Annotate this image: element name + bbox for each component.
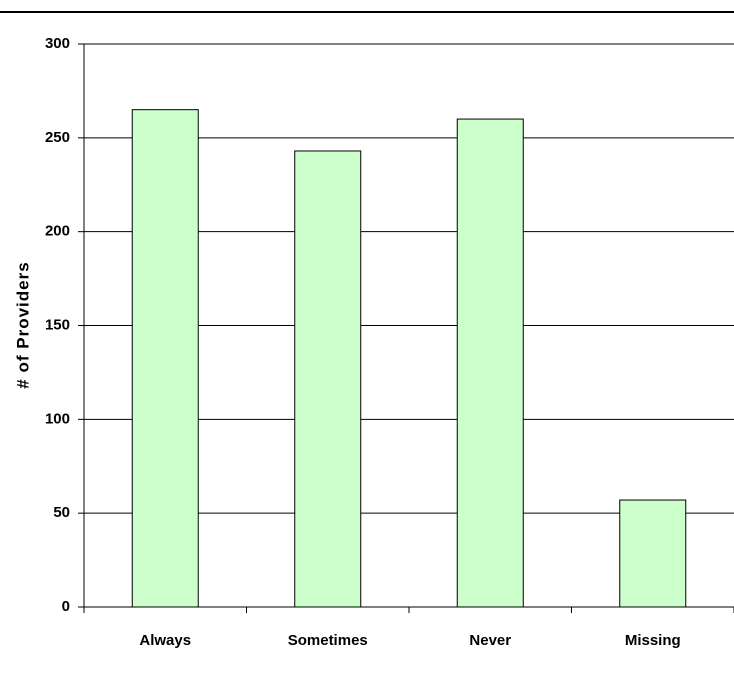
y-tick-label: 0 <box>62 598 70 615</box>
x-tick-label: Missing <box>625 632 681 649</box>
y-tick-label: 50 <box>53 504 70 521</box>
y-tick-label: 250 <box>45 129 70 146</box>
y-tick-label: 100 <box>45 410 70 427</box>
bar <box>619 499 687 608</box>
x-tick-label: Never <box>469 632 511 649</box>
bar <box>131 109 199 608</box>
y-tick-label: 300 <box>45 35 70 52</box>
bar <box>456 118 524 608</box>
bar <box>294 150 362 608</box>
x-tick-label: Sometimes <box>288 632 368 649</box>
y-tick-label: 200 <box>45 223 70 240</box>
y-axis-title: # of Providers <box>13 261 32 388</box>
y-tick-label: 150 <box>45 316 70 333</box>
x-tick-label: Always <box>139 632 191 649</box>
